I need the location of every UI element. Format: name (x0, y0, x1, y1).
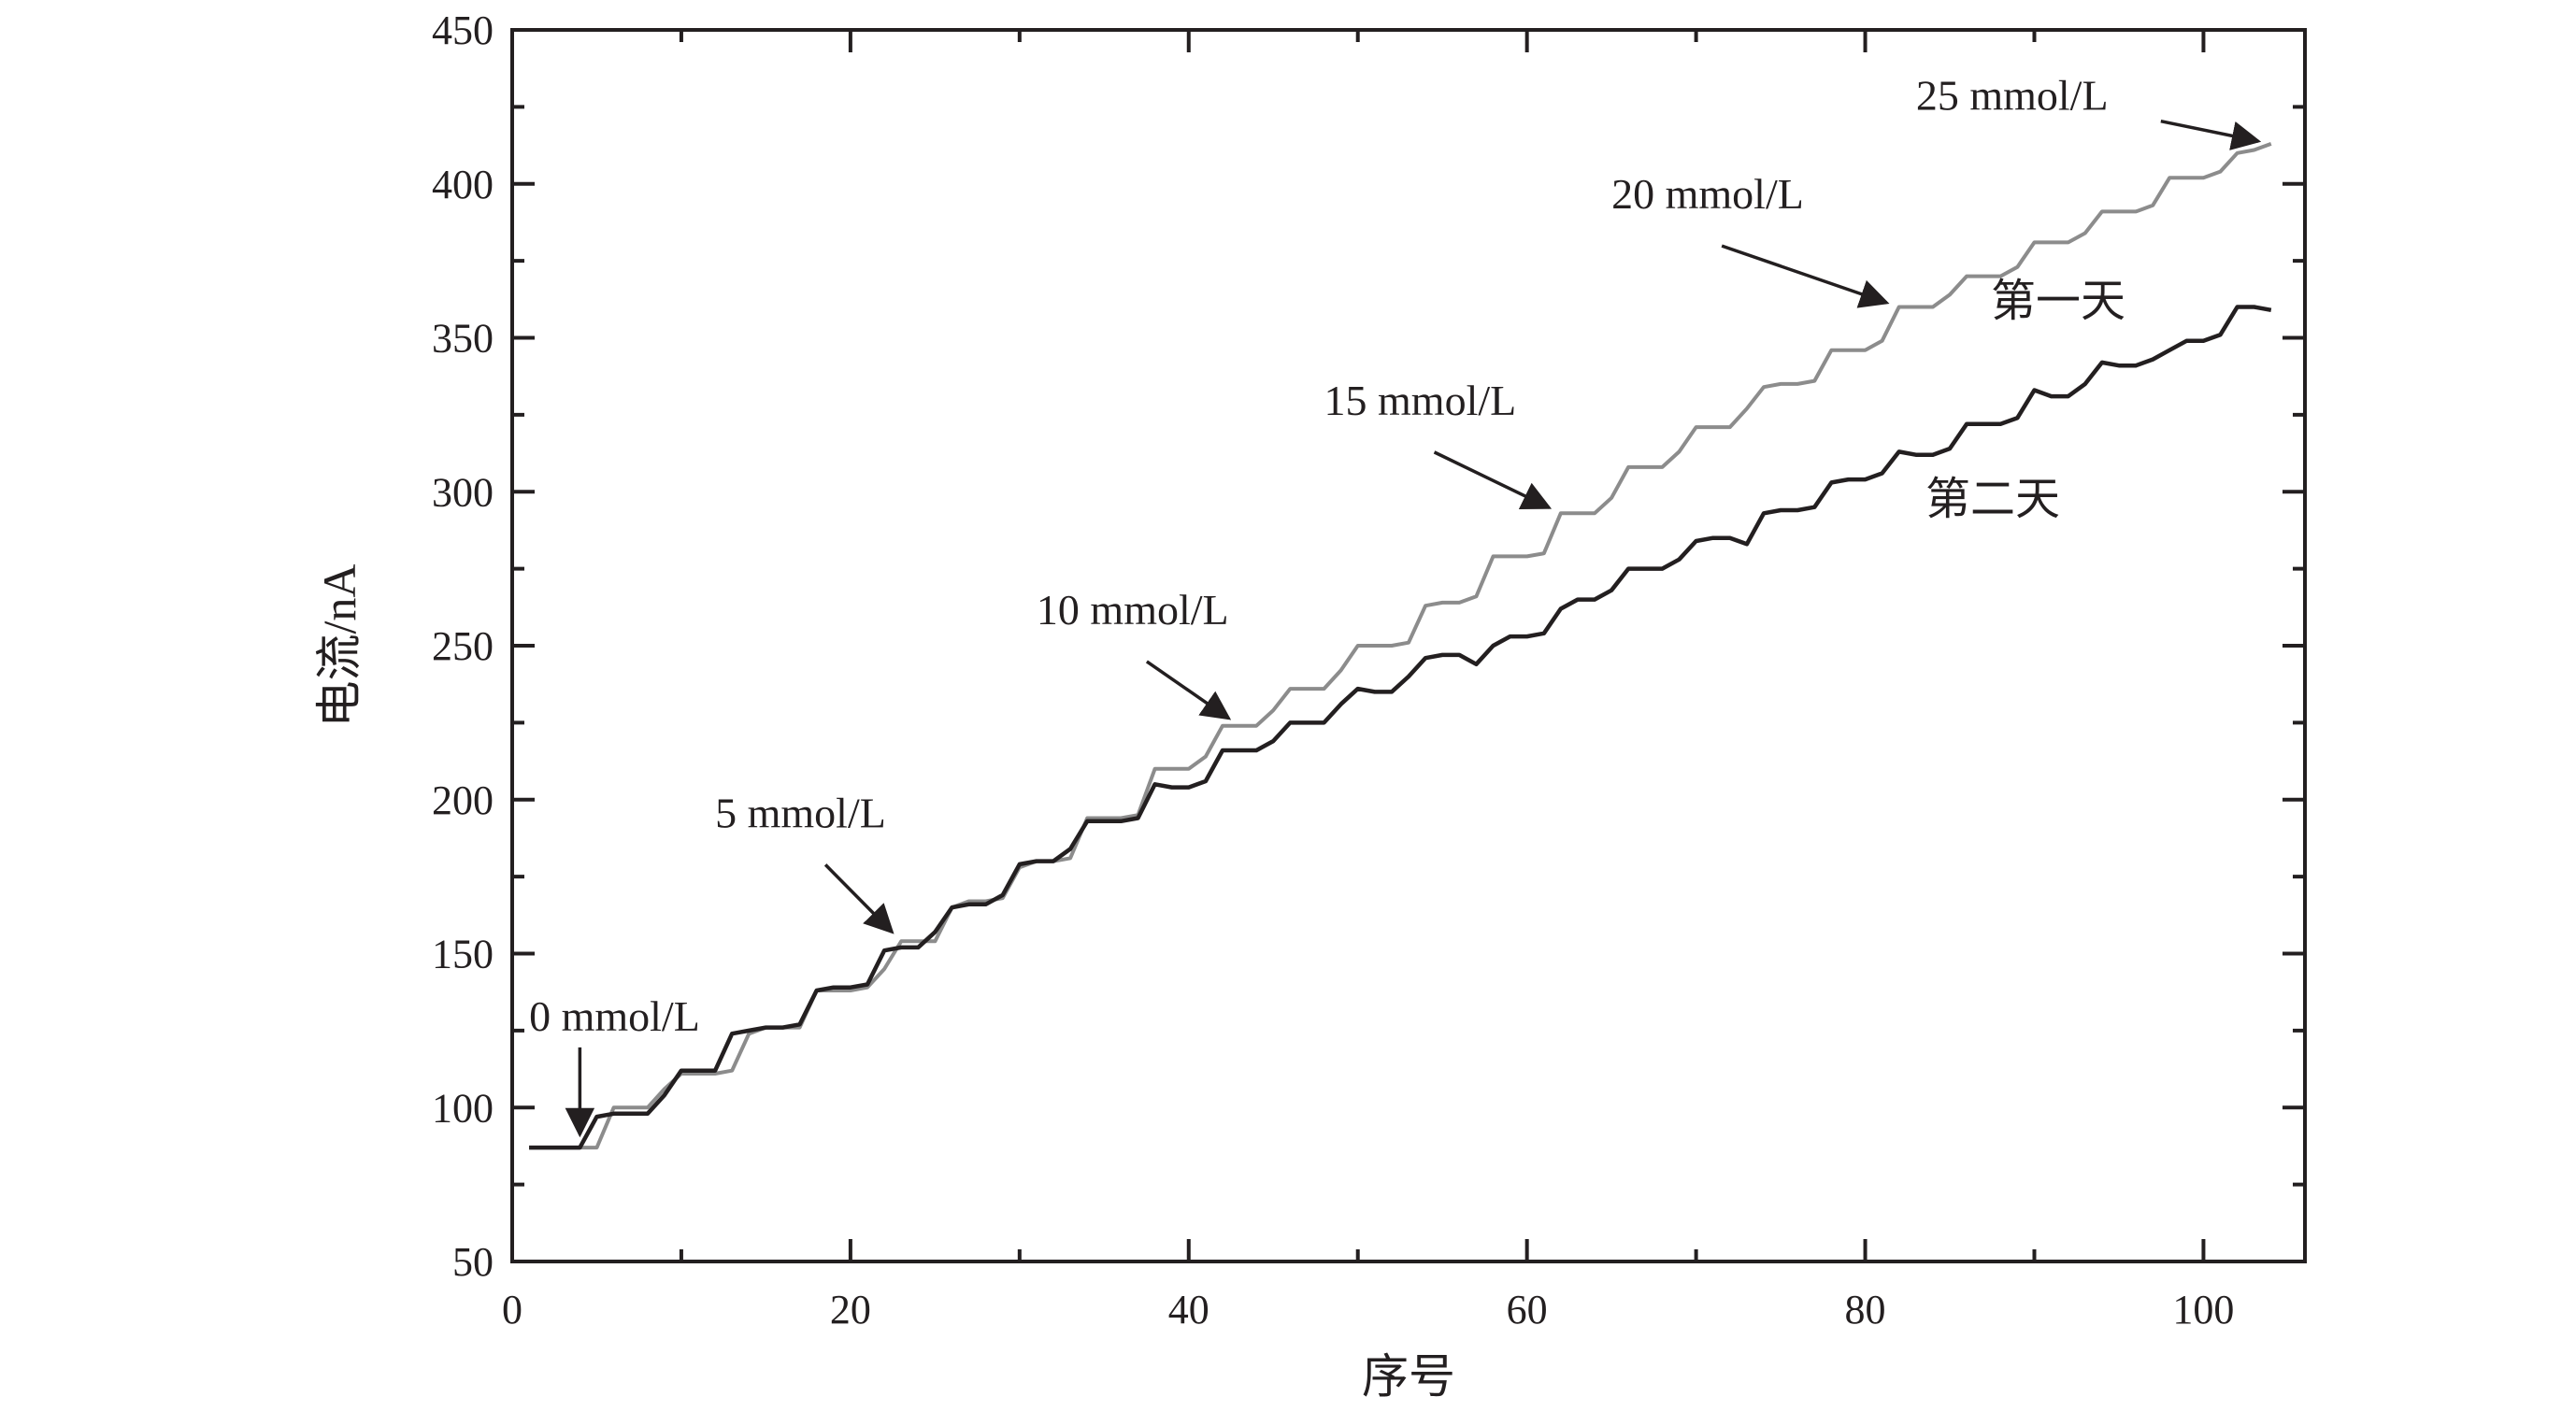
x-tick-label: 0 (502, 1287, 522, 1333)
annotation-label: 15 mmol/L (1324, 377, 1517, 424)
x-tick-label: 100 (2172, 1287, 2234, 1333)
annotation-arrow (2160, 119, 2262, 150)
x-tick-label: 40 (1168, 1287, 1209, 1333)
y-axis-label: 电流/nA (313, 564, 365, 728)
x-tick-label: 80 (1845, 1287, 1886, 1333)
annotation-label: 5 mmol/L (715, 789, 886, 836)
series-label-1: 第一天 (1991, 275, 2125, 327)
annotation-label: 0 mmol/L (529, 992, 700, 1040)
y-tick-label: 450 (432, 7, 494, 53)
y-tick-label: 100 (432, 1085, 494, 1131)
annotation-label: 20 mmol/L (1611, 170, 1804, 218)
series-line-2 (529, 305, 2272, 1150)
y-tick-label: 250 (432, 623, 494, 669)
annotation-arrow (1721, 244, 1890, 308)
annotation-label: 10 mmol/L (1037, 586, 1229, 634)
y-tick-label: 300 (432, 469, 494, 515)
x-tick-label: 60 (1507, 1287, 1548, 1333)
y-tick-label: 350 (432, 316, 494, 362)
y-tick-label: 150 (432, 932, 494, 977)
y-tick-label: 400 (432, 162, 494, 207)
series-layer (529, 142, 2272, 1150)
annotation-label: 25 mmol/L (1916, 72, 2109, 120)
series-label-2: 第二天 (1925, 473, 2060, 525)
x-axis-label: 序号 (1362, 1350, 1455, 1403)
annotation-layer: 0 mmol/L 5 mmol/L 10 mmol/L 15 mmol/L 20 mmo… (529, 72, 2262, 1138)
y-tick-label: 200 (432, 777, 494, 823)
y-tick-label: 50 (452, 1239, 494, 1285)
annotation-arrow (1433, 450, 1553, 510)
annotation-arrow (823, 863, 894, 934)
annotation-arrow (1145, 660, 1232, 720)
x-tick-label: 20 (830, 1287, 871, 1333)
plot-frame (510, 28, 2307, 1263)
axis-ticks: 0 20 40 60 80 100 50 100 150 200 250 300 350 400 450 (432, 7, 2305, 1333)
